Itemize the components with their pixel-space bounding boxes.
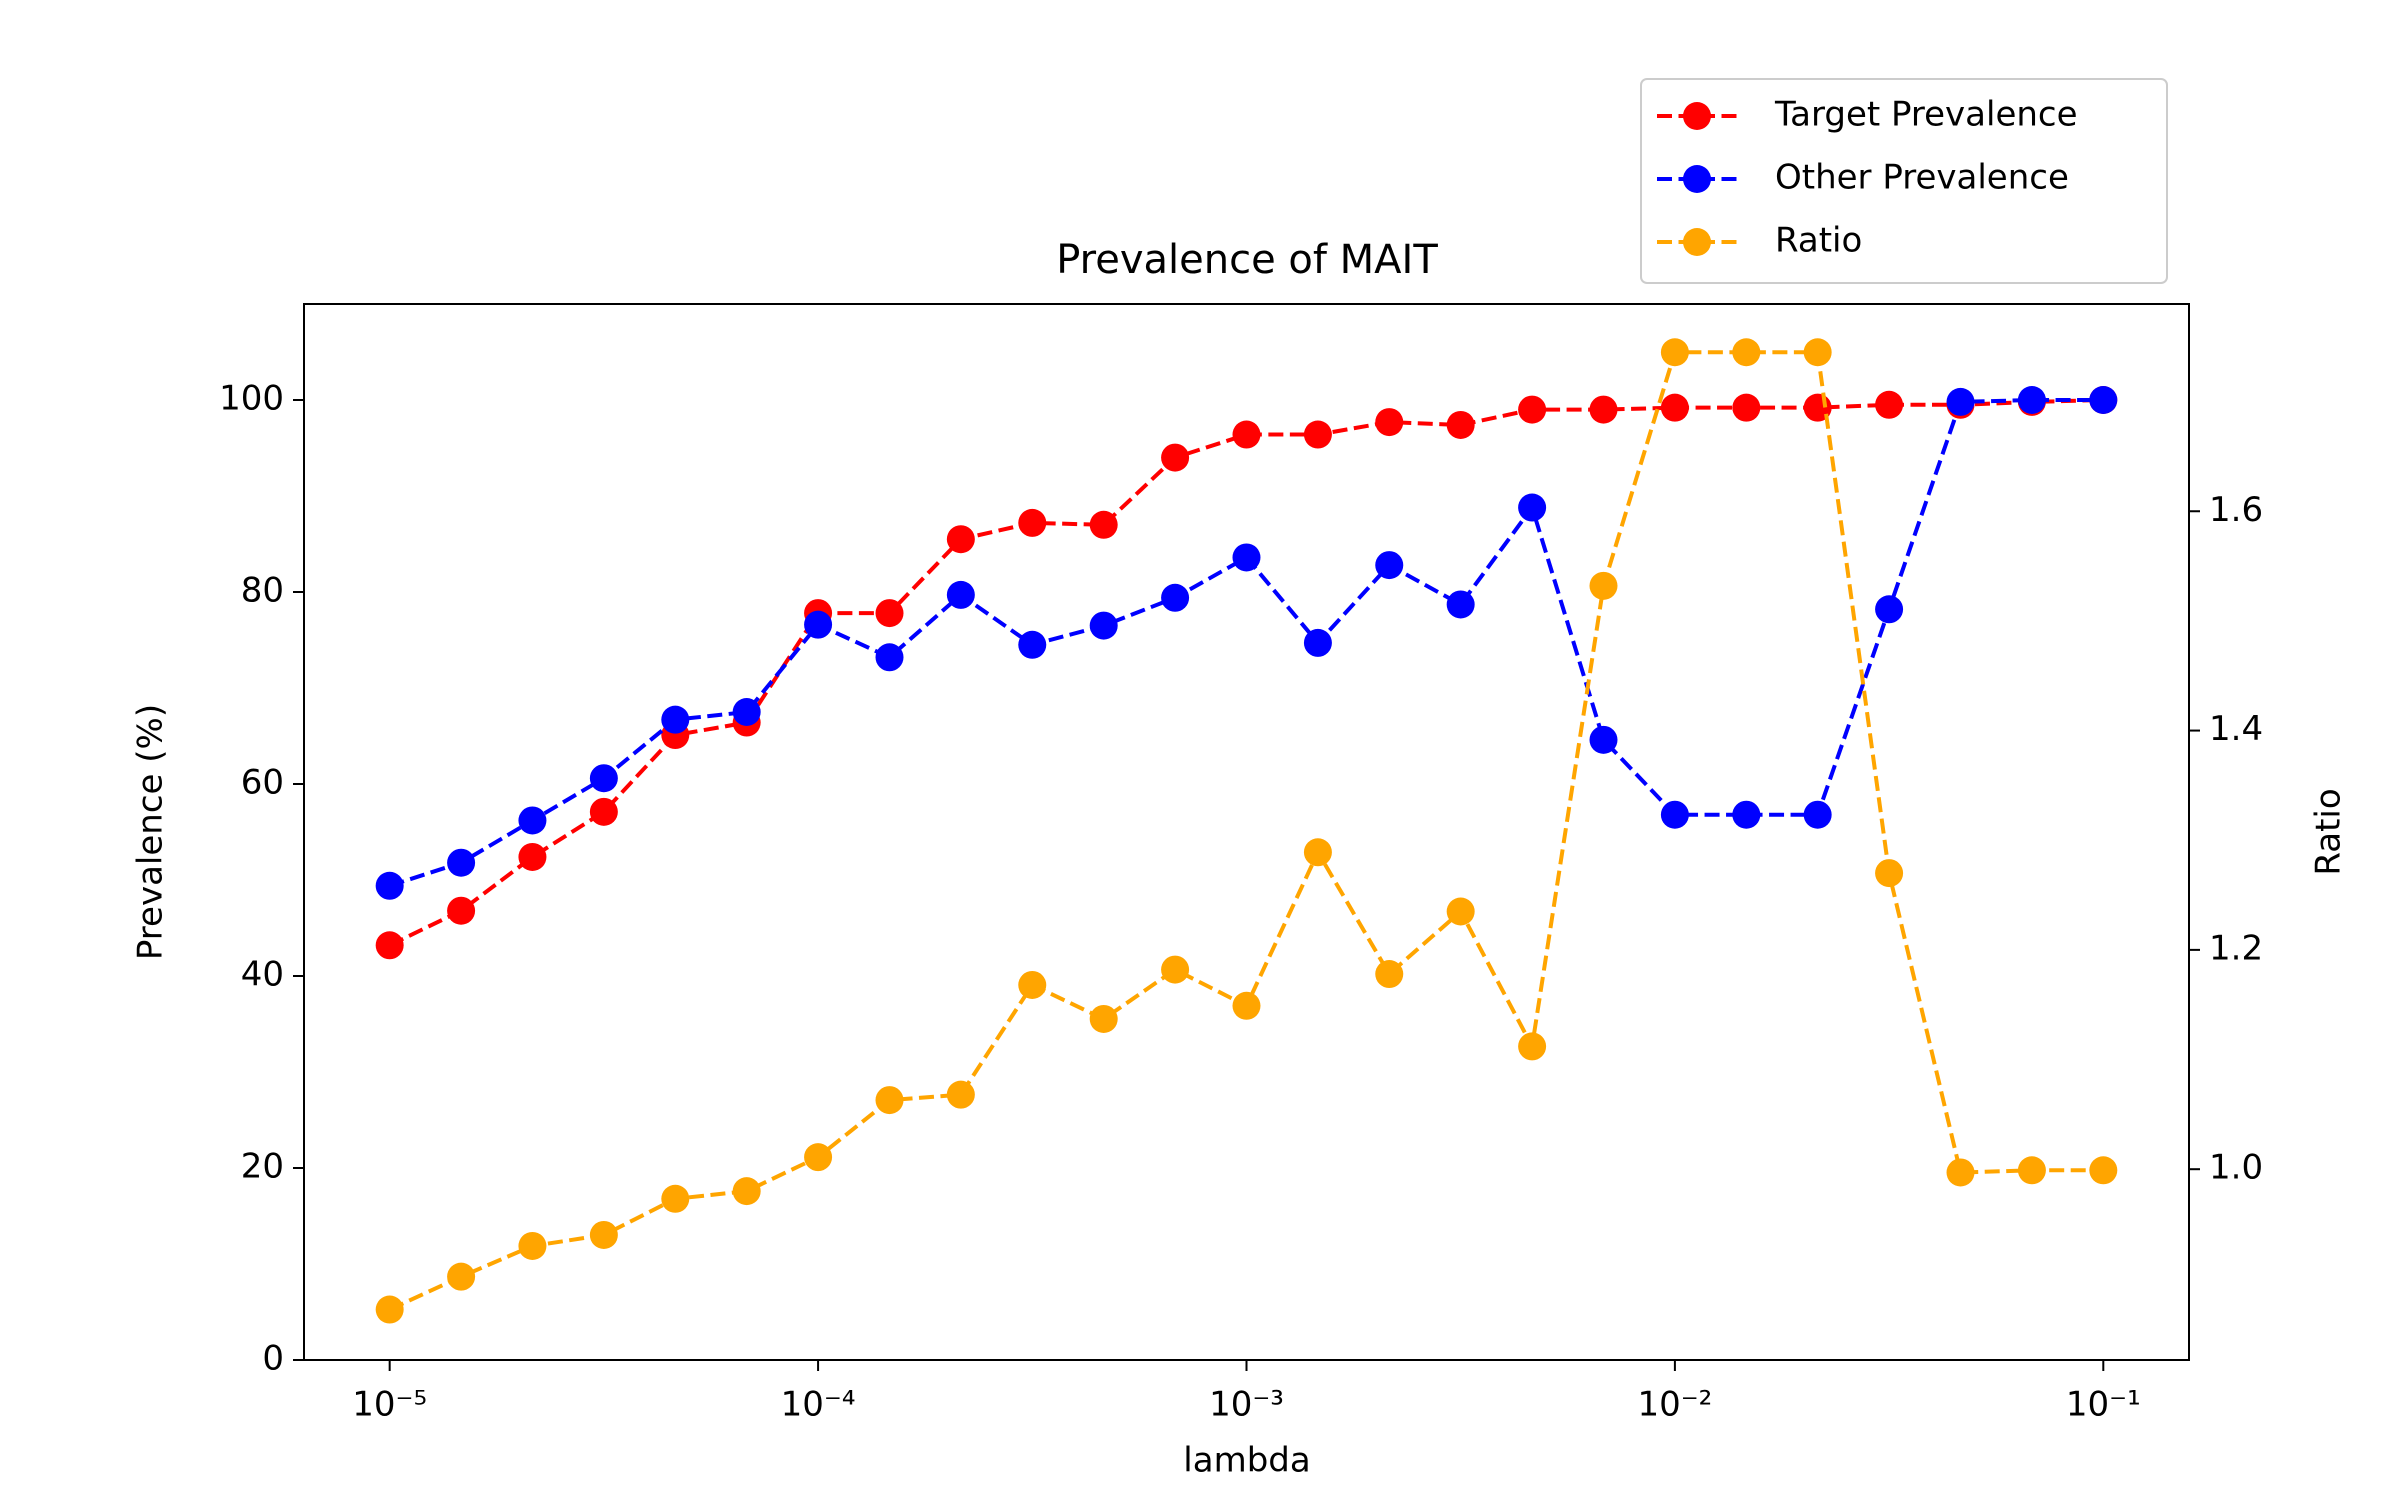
- x-tick-label: 10⁻⁴: [781, 1385, 856, 1425]
- point: [1946, 387, 1975, 416]
- point: [804, 610, 833, 639]
- point: [375, 1295, 404, 1324]
- point: [589, 797, 618, 826]
- legend-swatch-marker: [1683, 102, 1711, 130]
- point: [875, 1086, 904, 1115]
- point: [1018, 508, 1047, 537]
- point: [1732, 393, 1761, 422]
- legend-swatch-marker: [1683, 165, 1711, 193]
- point: [1518, 395, 1547, 424]
- legend-label: Target Prevalence: [1774, 95, 2078, 135]
- point: [1803, 338, 1832, 367]
- point: [1803, 800, 1832, 829]
- point: [1232, 543, 1261, 572]
- point: [732, 698, 761, 726]
- point: [1161, 443, 1190, 472]
- point: [375, 931, 404, 960]
- legend-box: [1640, 78, 2168, 284]
- legend-label: Other Prevalence: [1775, 158, 2069, 198]
- point: [1518, 493, 1547, 522]
- point: [1303, 420, 1332, 449]
- y2-tick-label: 1.2: [2209, 928, 2263, 968]
- point: [2089, 1156, 2118, 1185]
- point: [1875, 859, 1904, 888]
- point: [946, 525, 975, 554]
- point: [1589, 725, 1618, 754]
- x-tick-label: 10⁻⁵: [352, 1385, 427, 1425]
- point: [518, 1231, 547, 1260]
- point: [1446, 590, 1475, 619]
- point: [1732, 800, 1761, 829]
- legend-label: Ratio: [1775, 221, 1862, 261]
- point: [589, 1220, 618, 1249]
- point: [1161, 583, 1190, 612]
- legend-swatch-marker: [1683, 228, 1711, 256]
- point: [1375, 551, 1404, 580]
- point: [661, 705, 690, 734]
- point: [1875, 390, 1904, 419]
- y-tick-label: 40: [241, 955, 284, 995]
- point: [1446, 897, 1475, 926]
- x-axis-label: lambda: [1183, 1441, 1310, 1481]
- y2-tick-label: 1.4: [2209, 709, 2263, 749]
- point: [518, 806, 547, 835]
- chart-title: Prevalence of MAIT: [1056, 237, 1438, 283]
- point: [946, 1080, 975, 1109]
- y-tick-label: 100: [219, 379, 284, 419]
- plot-frame: [303, 303, 2190, 1361]
- point: [946, 580, 975, 609]
- y2-tick-label: 1.0: [2209, 1148, 2263, 1188]
- point: [589, 764, 618, 793]
- point: [1660, 393, 1689, 422]
- point: [1232, 420, 1261, 449]
- point: [2017, 1156, 2046, 1185]
- point: [1018, 630, 1047, 659]
- point: [1589, 395, 1618, 424]
- x-tick-label: 10⁻³: [1209, 1385, 1284, 1425]
- point: [1518, 1032, 1547, 1061]
- y-tick-label: 60: [241, 763, 284, 803]
- y-tick-label: 80: [241, 571, 284, 611]
- point: [2089, 386, 2118, 414]
- point: [875, 599, 904, 628]
- point: [447, 848, 476, 877]
- point: [518, 842, 547, 871]
- point: [1161, 955, 1190, 984]
- point: [447, 1262, 476, 1291]
- point: [1089, 1004, 1118, 1033]
- point: [1660, 338, 1689, 367]
- y2-axis-label: Ratio: [2309, 788, 2349, 875]
- point: [1018, 970, 1047, 999]
- x-tick-label: 10⁻¹: [2066, 1385, 2141, 1425]
- x-tick-label: 10⁻²: [1637, 1385, 1712, 1425]
- point: [1303, 628, 1332, 657]
- point: [1875, 595, 1904, 624]
- point: [732, 1177, 761, 1206]
- point: [1732, 338, 1761, 367]
- point: [875, 643, 904, 672]
- point: [1375, 408, 1404, 437]
- point: [2017, 386, 2046, 414]
- point: [1303, 838, 1332, 867]
- point: [375, 871, 404, 900]
- y2-tick-label: 1.6: [2209, 490, 2263, 530]
- point: [1589, 571, 1618, 600]
- y-tick-label: 0: [262, 1339, 284, 1379]
- point: [1232, 991, 1261, 1020]
- y-tick-label: 20: [241, 1147, 284, 1187]
- y-axis-label: Prevalence (%): [131, 704, 171, 960]
- point: [1089, 611, 1118, 640]
- point: [447, 896, 476, 925]
- point: [1660, 800, 1689, 829]
- point: [804, 1143, 833, 1172]
- point: [1375, 960, 1404, 989]
- point: [1446, 410, 1475, 439]
- point: [661, 1184, 690, 1213]
- point: [1946, 1158, 1975, 1187]
- point: [1089, 510, 1118, 539]
